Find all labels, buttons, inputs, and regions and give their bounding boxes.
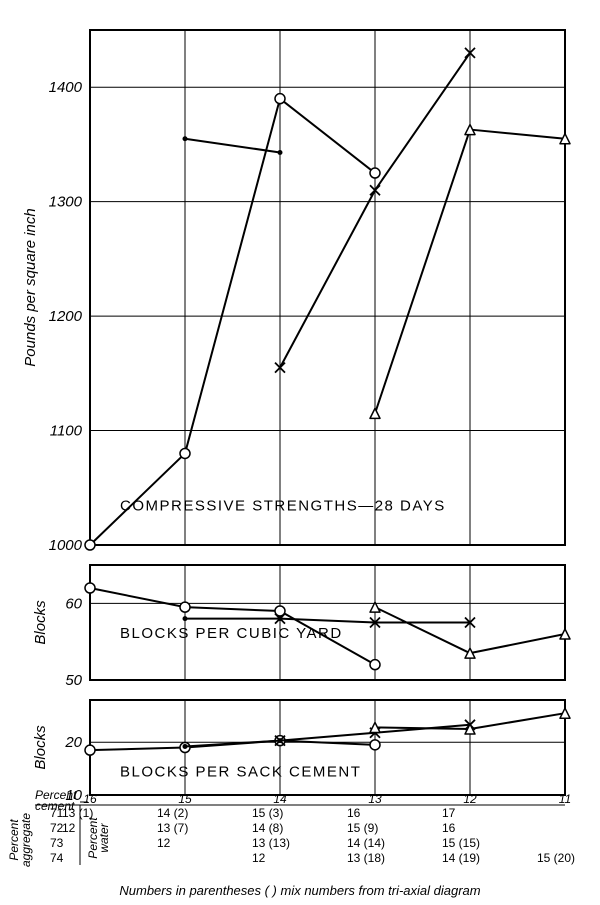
svg-text:BLOCKS PER SACK CEMENT: BLOCKS PER SACK CEMENT [120,764,361,781]
svg-text:14 (14): 14 (14) [347,836,385,850]
svg-text:Numbers in parentheses ( ): Numbers in parentheses ( ) mix numbers f… [119,883,480,898]
svg-text:BLOCKS PER CUBIC YARD: BLOCKS PER CUBIC YARD [120,625,343,642]
svg-text:Blocks: Blocks [32,600,49,645]
svg-text:14: 14 [273,792,287,806]
svg-text:16: 16 [83,792,97,806]
svg-text:13 (1): 13 (1) [62,806,93,820]
svg-text:74: 74 [50,851,64,865]
svg-text:12: 12 [157,836,171,850]
svg-text:COMPRESSIVE STRENGTHS—28 DAY: COMPRESSIVE STRENGTHS—28 DAYS [120,498,446,515]
svg-text:1100: 1100 [50,423,83,440]
svg-text:Pounds per square inch: Pounds per square inch [22,208,39,366]
svg-text:11: 11 [559,792,571,806]
svg-text:13: 13 [368,792,382,806]
svg-text:15 (15): 15 (15) [442,836,480,850]
svg-text:14 (19): 14 (19) [442,851,480,865]
svg-text:16: 16 [442,821,456,835]
svg-text:15 (9): 15 (9) [347,821,378,835]
svg-text:16: 16 [347,806,361,820]
svg-text:water: water [97,822,111,852]
svg-text:1200: 1200 [49,308,83,325]
svg-text:1300: 1300 [49,194,83,211]
svg-text:60: 60 [65,595,82,612]
svg-text:Blocks: Blocks [32,725,49,770]
svg-text:13 (18): 13 (18) [347,851,385,865]
svg-text:aggregate: aggregate [19,813,33,867]
svg-text:14 (8): 14 (8) [252,821,283,835]
svg-text:1000: 1000 [49,537,83,554]
svg-text:13 (7): 13 (7) [157,821,188,835]
svg-text:20: 20 [64,734,82,751]
svg-text:73: 73 [50,836,64,850]
svg-text:15 (3): 15 (3) [252,806,283,820]
svg-text:13 (13): 13 (13) [252,836,290,850]
svg-text:15 (20): 15 (20) [537,851,575,865]
svg-text:17: 17 [442,806,456,820]
svg-text:12: 12 [252,851,266,865]
svg-text:1400: 1400 [49,79,83,96]
svg-text:50: 50 [65,672,82,689]
figure: 1000 1100 1200 1300 1400 Pounds per square in… [0,0,600,905]
svg-text:14 (2): 14 (2) [157,806,188,820]
svg-text:12: 12 [62,821,76,835]
svg-text:12: 12 [463,792,477,806]
svg-text:15: 15 [178,792,192,806]
